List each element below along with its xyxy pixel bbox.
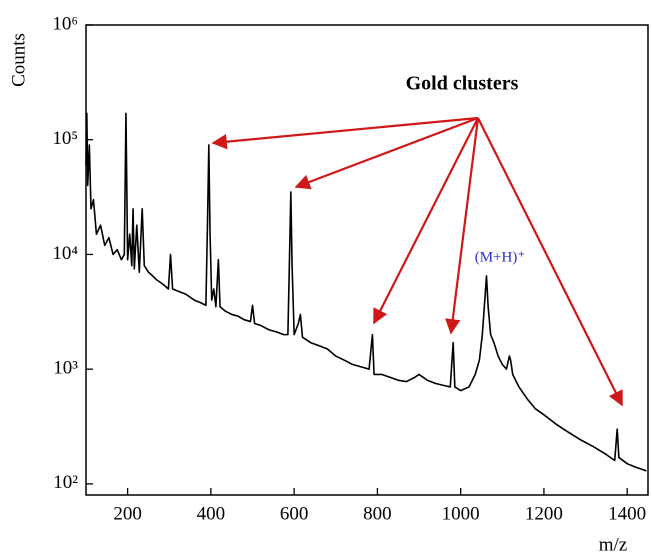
x-axis-label: m/z bbox=[599, 534, 628, 555]
arrow bbox=[477, 117, 623, 407]
arrows bbox=[211, 116, 623, 407]
x-tick-label: 400 bbox=[197, 503, 226, 524]
x-tick-label: 1000 bbox=[442, 503, 480, 524]
y-axis-label: Counts bbox=[8, 33, 29, 87]
arrow bbox=[445, 117, 480, 335]
x-tick-label: 800 bbox=[363, 503, 392, 524]
plot-frame bbox=[85, 24, 649, 496]
y-tick-label: 10⁶ bbox=[52, 13, 78, 34]
x-tick-label: 1400 bbox=[608, 503, 646, 524]
x-tick-label: 1200 bbox=[525, 503, 563, 524]
arrow bbox=[373, 117, 479, 325]
annotation: (M+H)⁺ bbox=[475, 249, 526, 265]
y-tick-label: 10³ bbox=[53, 358, 78, 379]
x-tick-label: 600 bbox=[280, 503, 309, 524]
arrow bbox=[211, 116, 479, 150]
y-tick-label: 10² bbox=[53, 472, 78, 493]
y-tick-label: 10⁴ bbox=[52, 243, 78, 264]
y-tick-label: 10⁵ bbox=[52, 128, 78, 149]
spectrum-line bbox=[85, 112, 647, 472]
annotation: Gold clusters bbox=[406, 73, 519, 95]
x-tick-label: 200 bbox=[113, 503, 142, 524]
arrow bbox=[294, 116, 479, 190]
